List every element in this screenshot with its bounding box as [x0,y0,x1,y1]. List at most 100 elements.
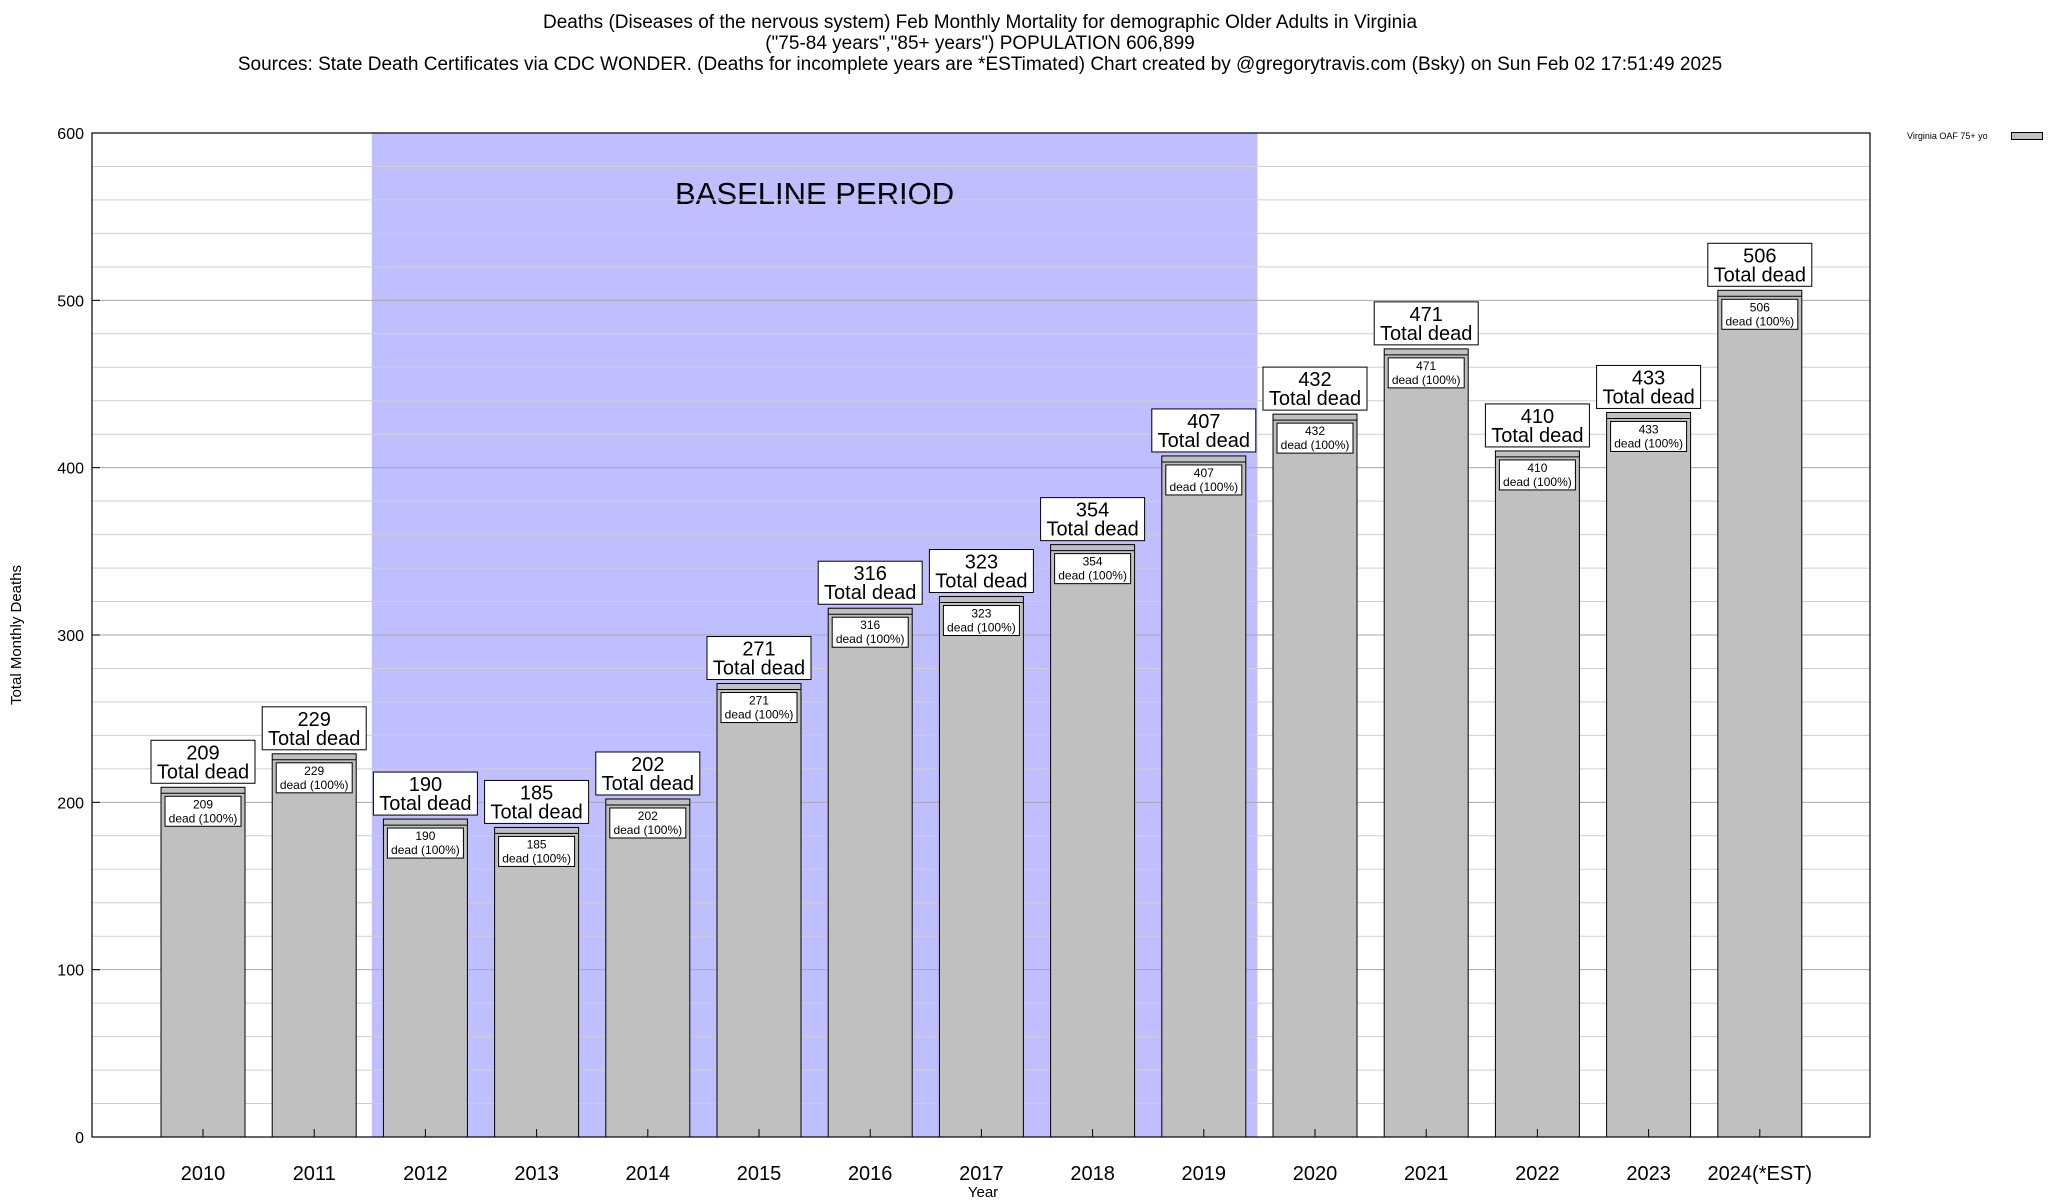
inner-label-box [1610,420,1688,452]
inner-label-box [275,762,353,794]
bar [1050,544,1136,1138]
inner-pct-label: dead (100%) [502,851,571,865]
y-axis-title: Total Monthly Deaths [8,565,25,705]
bar [1494,450,1580,1138]
plot-frame [91,132,1871,1138]
total-value-label: 202 [631,754,664,776]
x-tick-label: 2023 [1626,1163,1671,1185]
inner-pct-label: dead (100%) [1614,436,1683,450]
total-label-box [1596,364,1702,409]
total-label-box [1707,242,1813,287]
x-tick-label: 2011 [293,1163,336,1185]
inner-label-box [1498,459,1576,491]
inner-value-label: 209 [193,797,213,811]
inner-label-box [720,692,798,724]
inner-value-label: 271 [749,694,769,708]
inner-value-label: 506 [1750,300,1770,314]
total-dead-label: Total dead [1380,323,1472,345]
total-value-label: 354 [1076,500,1109,522]
total-dead-label: Total dead [935,571,1027,593]
total-dead-label: Total dead [1714,264,1806,286]
inner-value-label: 229 [304,764,324,778]
bar [938,596,1024,1138]
inner-pct-label: dead (100%) [1281,438,1350,452]
inner-pct-label: dead (100%) [1169,480,1238,494]
total-dead-label: Total dead [1269,388,1361,410]
inner-value-label: 185 [527,837,547,851]
inner-value-label: 202 [638,809,658,823]
inner-label-box [609,807,687,839]
bar [1161,455,1247,1138]
inner-value-label: 432 [1305,424,1325,438]
total-label-box [1040,497,1146,542]
legend-label: Virginia OAF 75+ yo [1907,131,1988,141]
y-tick-label: 500 [57,293,84,310]
total-label-box [372,771,478,816]
baseline-label: BASELINE PERIOD [675,176,954,211]
inner-pct-label: dead (100%) [947,621,1016,635]
inner-pct-label: dead (100%) [1503,475,1572,489]
total-label-box [706,636,812,681]
inner-value-label: 316 [860,618,880,632]
total-value-label: 271 [742,639,775,661]
bar [1272,413,1358,1138]
bar [605,798,691,1138]
inner-label-box [1276,422,1354,454]
total-label-box [261,706,367,751]
x-tick-label: 2014 [626,1163,671,1185]
total-label-box [1151,408,1257,453]
chart-subtitle: ("75-84 years","85+ years") POPULATION 6… [765,33,1195,54]
x-tick-label: 2017 [959,1163,1004,1185]
total-value-label: 190 [409,774,442,796]
inner-label-box [1165,464,1243,496]
bar [716,683,802,1138]
x-axis-title: Year [968,1184,998,1200]
total-label-box [484,779,590,824]
inner-label-box [498,835,576,867]
x-tick-label: 2022 [1515,1163,1560,1185]
total-value-label: 410 [1521,406,1554,428]
y-tick-label: 0 [75,1130,84,1147]
bar [160,786,246,1138]
inner-pct-label: dead (100%) [169,811,238,825]
total-value-label: 471 [1410,304,1443,326]
inner-value-label: 354 [1083,555,1103,569]
chart-title: Deaths (Diseases of the nervous system) … [542,12,1418,33]
inner-label-box [831,616,909,648]
total-value-label: 407 [1187,411,1220,433]
y-tick-label: 200 [57,795,84,812]
y-tick-label: 300 [57,628,84,645]
total-label-box [595,751,701,796]
x-tick-label: 2020 [1293,1163,1338,1185]
total-dead-label: Total dead [379,793,471,815]
total-label-box [1373,301,1479,346]
inner-pct-label: dead (100%) [1392,373,1461,387]
total-dead-label: Total dead [824,582,916,604]
total-value-label: 506 [1743,245,1776,267]
bar [1717,289,1803,1138]
bar [1383,348,1469,1138]
inner-label-box [1721,298,1799,330]
inner-value-label: 471 [1416,359,1436,373]
inner-label-box [164,795,242,827]
x-tick-label: 2021 [1404,1163,1449,1185]
x-tick-label: 2024(*EST) [1708,1163,1813,1185]
total-value-label: 185 [520,782,553,804]
inner-label-box [1387,357,1465,389]
x-tick-label: 2019 [1182,1163,1227,1185]
inner-pct-label: dead (100%) [836,632,905,646]
x-tick-label: 2010 [181,1163,226,1185]
total-dead-label: Total dead [1046,519,1138,541]
total-value-label: 323 [965,552,998,574]
bar [827,607,913,1138]
total-value-label: 433 [1632,367,1665,389]
inner-value-label: 410 [1527,461,1547,475]
inner-value-label: 407 [1194,466,1214,480]
total-dead-label: Total dead [1491,425,1583,447]
total-value-label: 209 [186,742,219,764]
inner-pct-label: dead (100%) [1058,569,1127,583]
inner-label-box [1054,553,1132,585]
bar [1606,411,1692,1138]
bar [271,753,357,1138]
